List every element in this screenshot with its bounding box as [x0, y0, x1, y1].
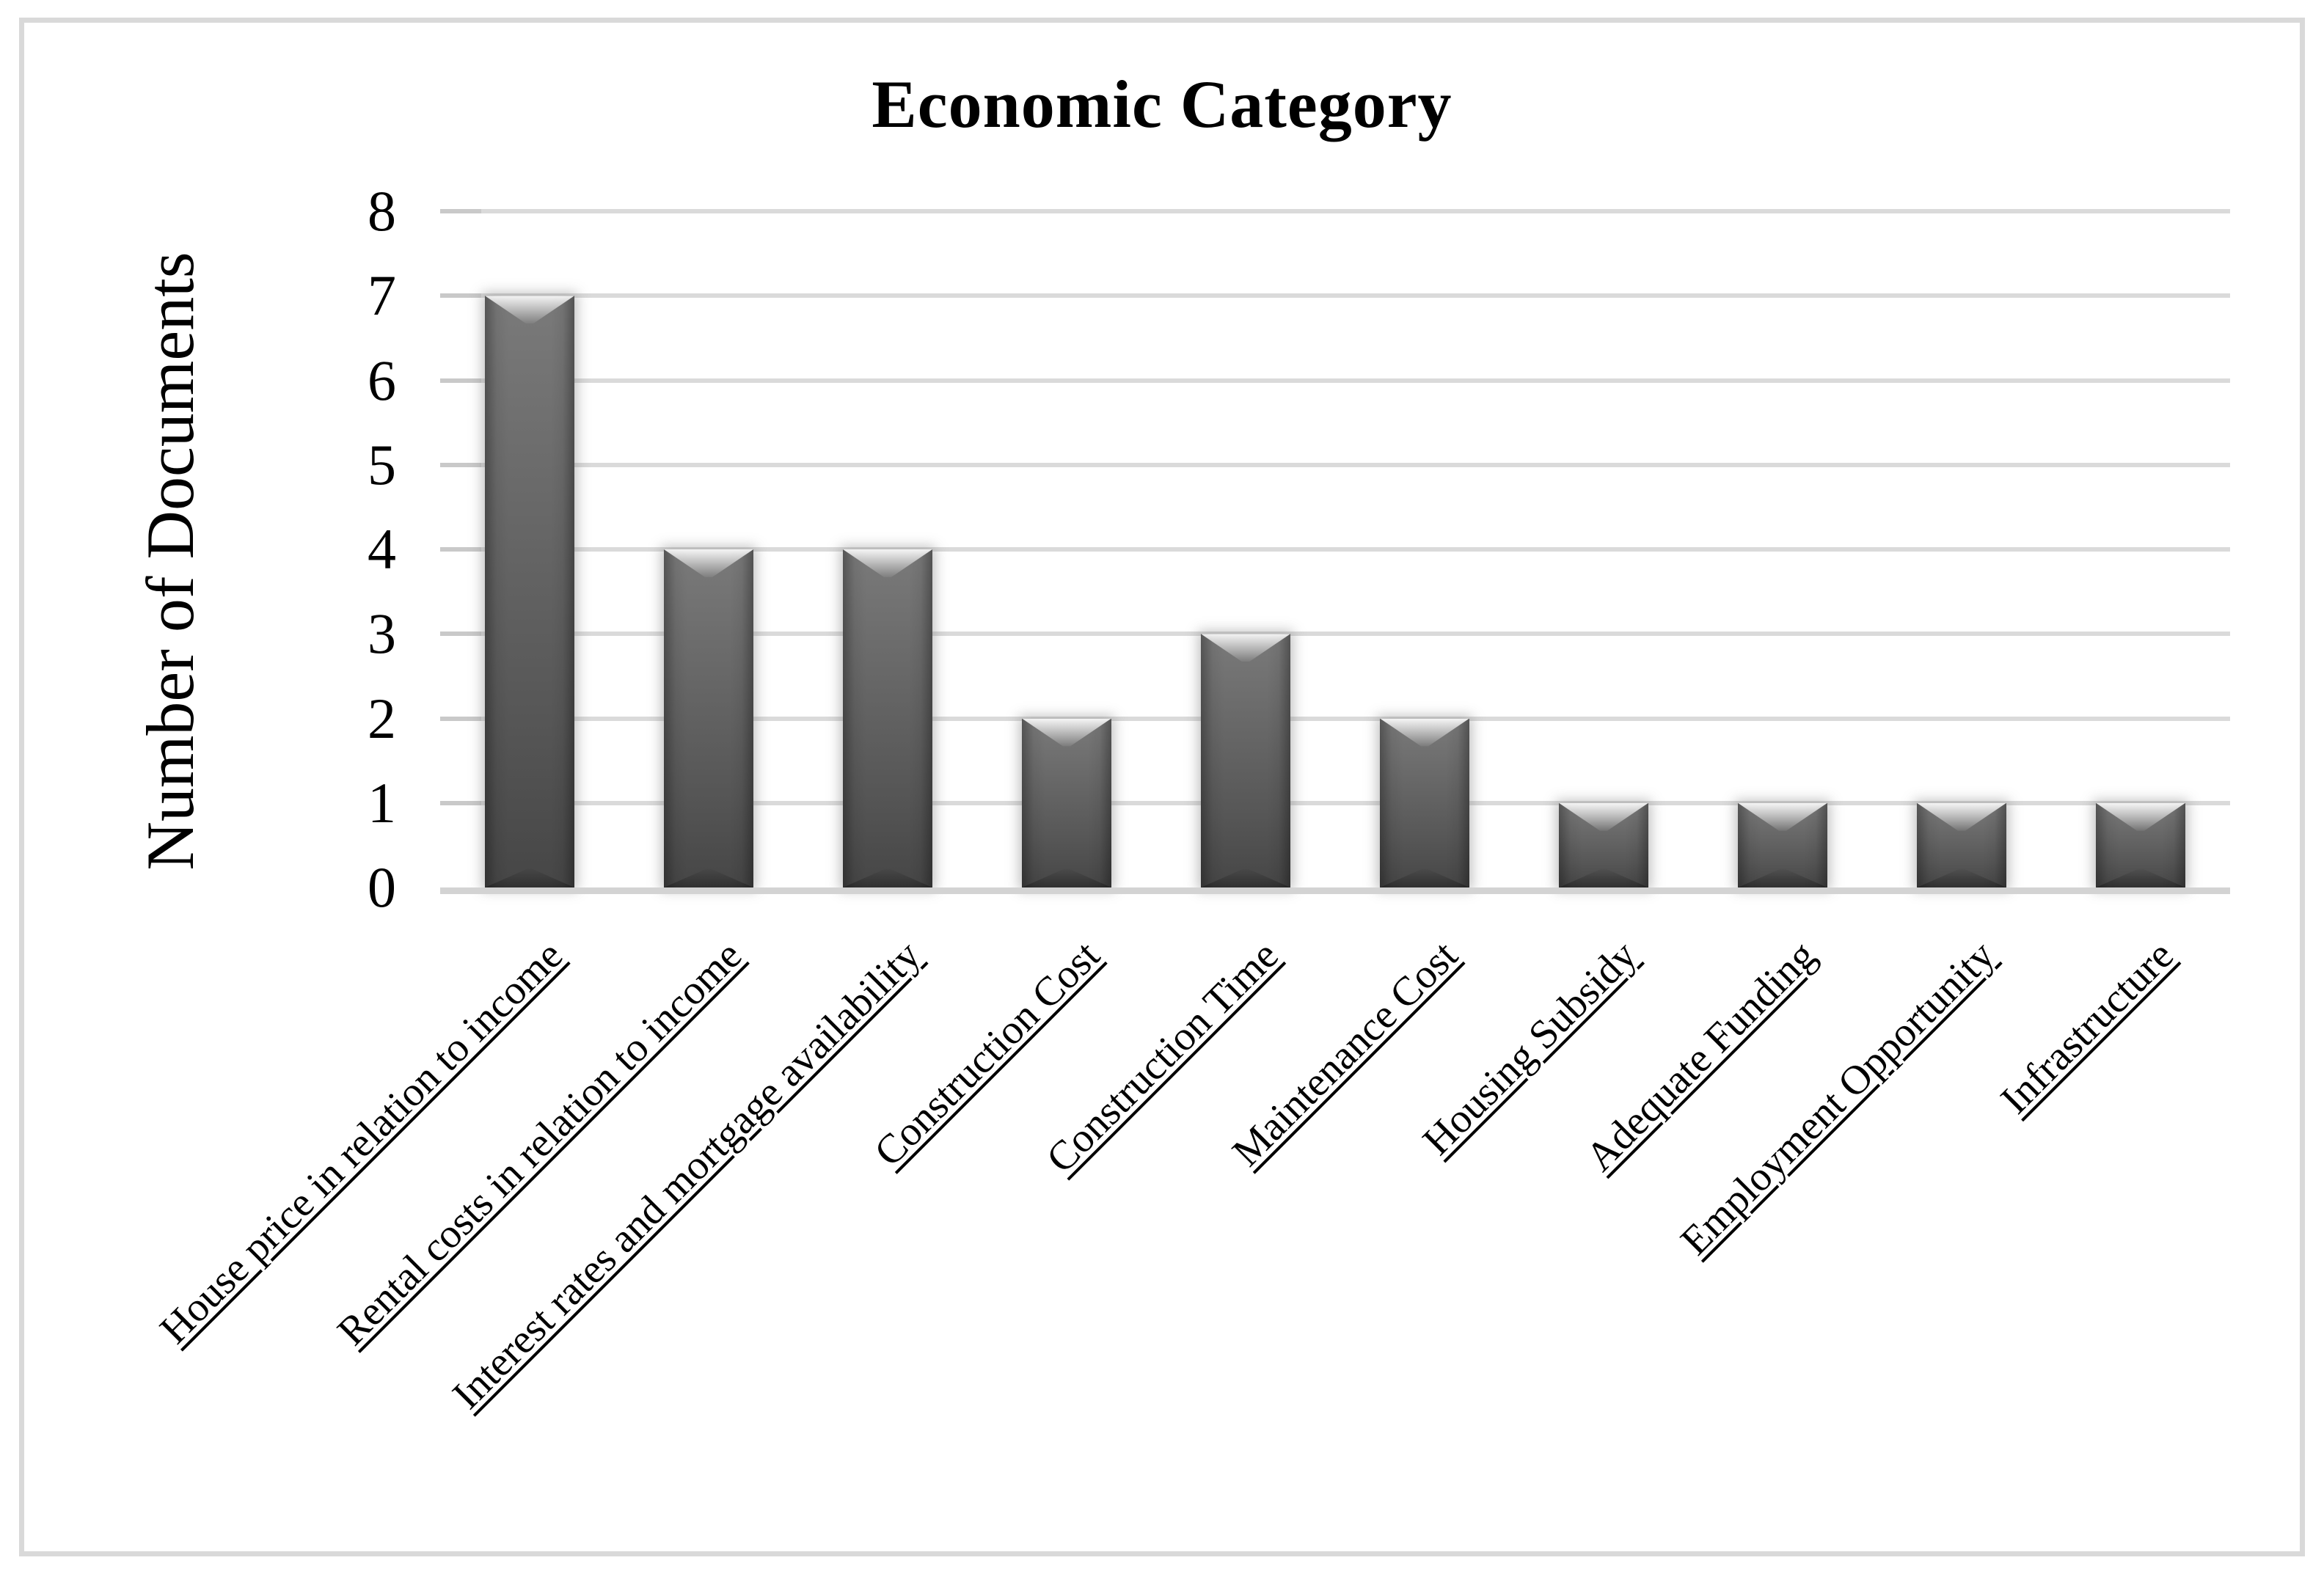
x-category-label-8: Employment Opportunity [1672, 932, 2004, 1264]
bar-0 [485, 296, 574, 887]
bar-2 [843, 549, 932, 887]
chart-title: Economic Category [872, 67, 1452, 142]
y-tickmark-7 [440, 293, 481, 299]
y-tick-label-1: 1 [368, 770, 396, 835]
gridline-7 [440, 293, 2230, 299]
y-tickmark-2 [440, 716, 481, 721]
x-category-label-9: Infrastructure [1992, 932, 2183, 1123]
gridline-4 [440, 547, 2230, 552]
bar-9 [2096, 802, 2185, 887]
y-tickmark-3 [440, 632, 481, 637]
y-tick-label-5: 5 [368, 432, 396, 497]
y-tick-label-0: 0 [368, 855, 396, 919]
y-tickmark-1 [440, 800, 481, 805]
bar-6 [1559, 802, 1648, 887]
gridline-5 [440, 462, 2230, 467]
bar-5 [1380, 718, 1469, 887]
gridline-6 [440, 378, 2230, 383]
bar-8 [1917, 802, 2006, 887]
bar-7 [1738, 802, 1827, 887]
y-tick-label-8: 8 [368, 179, 396, 243]
y-tick-label-3: 3 [368, 601, 396, 666]
gridline-2 [440, 716, 2230, 721]
x-axis-line [440, 887, 2230, 894]
bar-4 [1201, 634, 1290, 887]
gridline-1 [440, 800, 2230, 805]
y-tick-label-6: 6 [368, 348, 396, 412]
y-tickmark-6 [440, 378, 481, 383]
y-tick-label-4: 4 [368, 517, 396, 581]
y-tickmark-5 [440, 462, 481, 467]
bar-3 [1022, 718, 1111, 887]
bar-1 [664, 549, 753, 887]
y-tick-label-2: 2 [368, 686, 396, 750]
gridline-8 [440, 209, 2230, 213]
y-tick-label-7: 7 [368, 263, 396, 328]
y-tickmark-8 [440, 209, 481, 213]
gridline-3 [440, 632, 2230, 637]
y-tickmark-4 [440, 547, 481, 552]
